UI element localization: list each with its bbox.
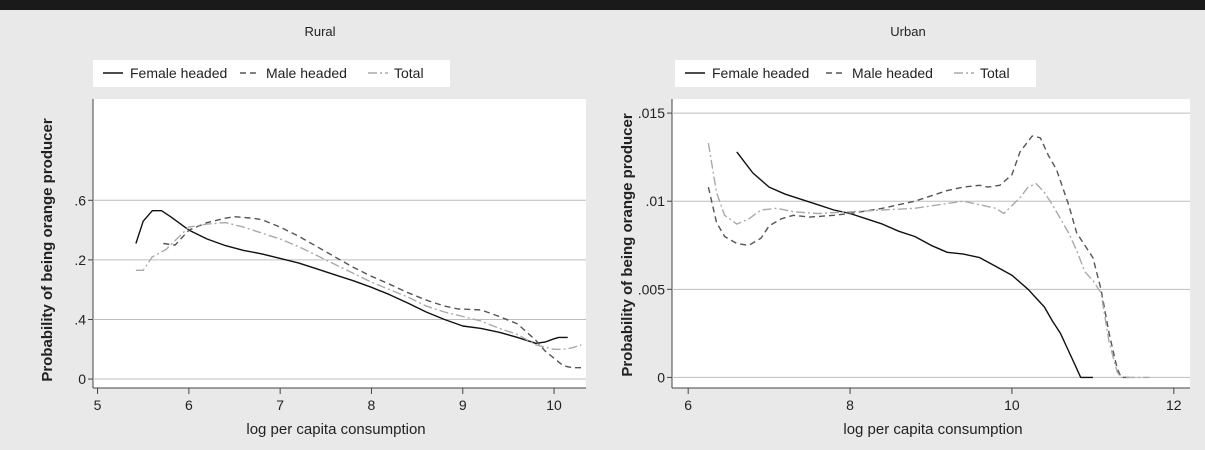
x-tick-label: 8 [368,397,376,413]
series-line-female-headed [135,209,568,344]
x-tick-label: 10 [1004,397,1020,413]
legend-entry-total: Total [368,65,424,81]
y-tick-label: .2 [74,252,86,268]
y-axis-label: Probability of being orange producer [619,113,636,377]
panel-title: Urban [890,24,925,39]
series-line-total [135,221,582,350]
series-line-male-headed [707,135,1134,379]
panel-title: Rural [304,24,335,39]
legend-box [675,60,1036,87]
legend-label-total: Total [980,65,1010,81]
series-line-female-headed [736,151,1093,379]
legend-label-female-headed: Female headed [712,65,809,81]
y-axis-label: Probability of being orange producer [39,118,56,382]
x-axis-label: log per capita consumption [843,421,1022,438]
y-tick-label: .01 [646,193,666,209]
legend-label-male-headed: Male headed [852,65,933,81]
plot-area [672,99,1190,388]
legend-entry-male-headed: Male headed [826,65,933,81]
legend-label-total: Total [394,65,424,81]
panel-urban: Urban Female headed Male headed Total Pr… [619,24,1190,438]
legend-entry-total: Total [954,65,1010,81]
x-tick-label: 7 [276,397,284,413]
legend-box [93,60,450,87]
y-tick-label: .005 [638,281,665,297]
x-tick-label: 9 [459,397,467,413]
legend-entry-female-headed: Female headed [685,65,809,81]
plot-area [93,99,586,388]
x-tick-label: 5 [94,397,102,413]
y-tick-label: .6 [74,192,86,208]
legend-entry-male-headed: Male headed [240,65,347,81]
series-line-total [707,142,1150,379]
x-axis-label: log per capita consumption [246,421,425,438]
series-line-male-headed [163,215,582,369]
x-tick-label: 6 [185,397,193,413]
y-tick-label: .015 [638,105,665,121]
legend-label-female-headed: Female headed [130,65,227,81]
panel-rural: Rural Female headed Male headed Total Pr… [39,24,586,438]
figure-header-bar [0,0,1205,10]
x-tick-label: 8 [846,397,854,413]
x-tick-label: 6 [684,397,692,413]
y-tick-label: .4 [74,311,86,327]
legend-entry-female-headed: Female headed [103,65,227,81]
y-tick-label: 0 [78,371,86,387]
legend-label-male-headed: Male headed [266,65,347,81]
x-tick-label: 10 [546,397,562,413]
x-tick-label: 12 [1166,397,1182,413]
y-tick-label: 0 [657,369,665,385]
